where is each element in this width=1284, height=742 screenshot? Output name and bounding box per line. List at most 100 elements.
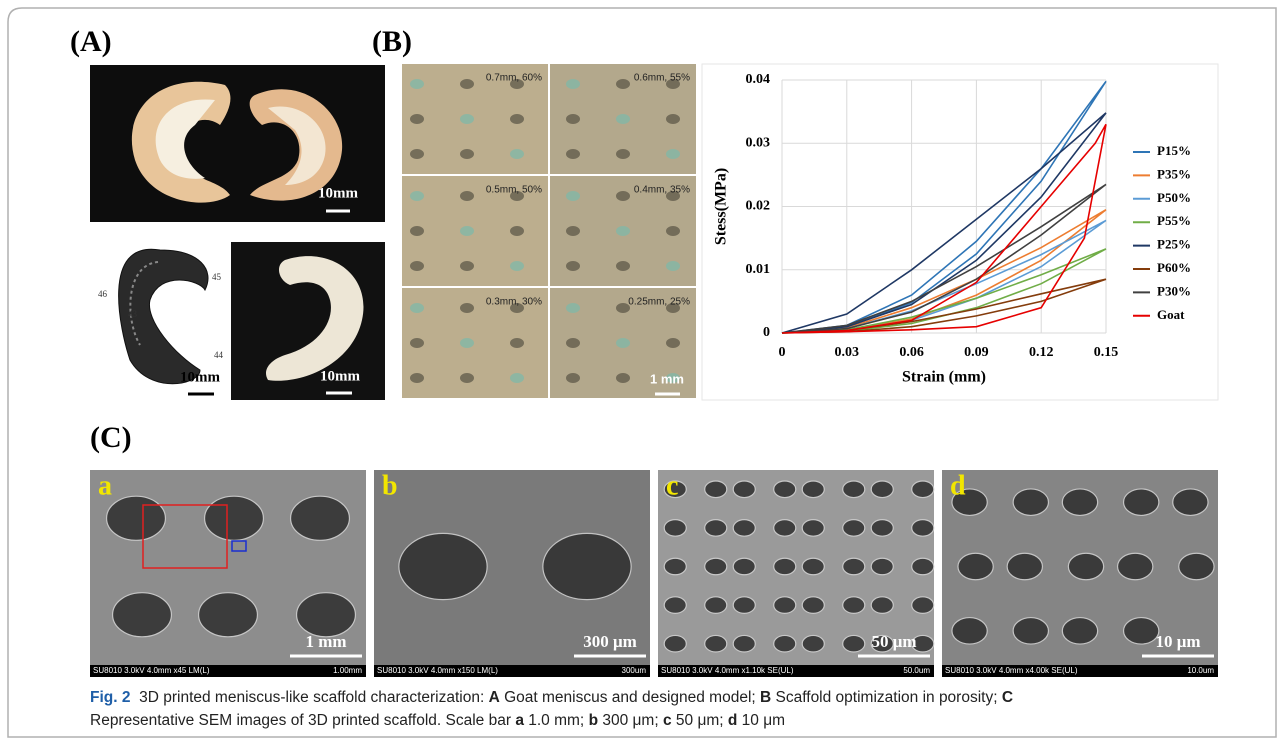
pore bbox=[705, 520, 727, 537]
pore bbox=[664, 558, 686, 575]
y-tick-label: 0 bbox=[763, 325, 770, 340]
sem-footer-text: SU8010 3.0kV 4.0mm x1.10k SE(UL) bbox=[661, 666, 794, 675]
caption-text: 10 μm bbox=[737, 712, 785, 729]
pore bbox=[871, 558, 893, 575]
tile-label: 0.3mm, 30% bbox=[486, 297, 542, 308]
pore bbox=[1062, 489, 1097, 515]
pore bbox=[1013, 618, 1048, 644]
y-tick-label: 0.04 bbox=[746, 72, 771, 87]
pore bbox=[616, 79, 630, 89]
pore bbox=[1062, 618, 1097, 644]
caption-text: c bbox=[663, 712, 672, 729]
pore bbox=[510, 338, 524, 348]
pore bbox=[543, 533, 631, 599]
sem-footer-text: SU8010 3.0kV 4.0mm x45 LM(L) bbox=[93, 666, 210, 675]
pore bbox=[460, 303, 474, 313]
pore bbox=[460, 261, 474, 271]
sem-footer-scale: 1.00mm bbox=[333, 666, 362, 675]
panel-label: (B) bbox=[372, 25, 412, 58]
pore bbox=[802, 520, 824, 537]
figure: (A)(B)(C)10mm4643454410mm10mm0.7mm, 60%0… bbox=[0, 0, 1284, 742]
pore bbox=[460, 373, 474, 383]
pore bbox=[410, 338, 424, 348]
pore bbox=[113, 593, 172, 637]
sem-letter: d bbox=[950, 470, 966, 501]
pore bbox=[566, 79, 580, 89]
pore bbox=[666, 338, 680, 348]
legend-label: P55% bbox=[1157, 213, 1191, 228]
pore bbox=[1179, 553, 1214, 579]
sem-footer-scale: 300um bbox=[622, 666, 647, 675]
pore bbox=[510, 373, 524, 383]
pore bbox=[802, 481, 824, 498]
x-tick-label: 0.03 bbox=[835, 345, 860, 360]
pore bbox=[616, 191, 630, 201]
y-axis-title: Stess(MPa) bbox=[713, 168, 730, 245]
caption-text: 1.0 mm; bbox=[524, 712, 589, 729]
legend-label: Goat bbox=[1157, 307, 1185, 322]
scale-label: 1 mm bbox=[305, 632, 346, 651]
tile-label: 0.25mm, 25% bbox=[628, 297, 690, 308]
pore bbox=[843, 558, 865, 575]
pore bbox=[199, 593, 258, 637]
legend-label: P25% bbox=[1157, 237, 1191, 252]
pore bbox=[566, 303, 580, 313]
pore bbox=[733, 635, 755, 652]
pore bbox=[460, 226, 474, 236]
pore bbox=[566, 261, 580, 271]
pore bbox=[705, 558, 727, 575]
caption: Fig. 2 3D printed meniscus-like scaffold… bbox=[90, 686, 1013, 732]
sem-letter: b bbox=[382, 470, 398, 501]
pore bbox=[802, 558, 824, 575]
x-tick-label: 0 bbox=[779, 345, 786, 360]
pore bbox=[616, 149, 630, 159]
pore bbox=[666, 261, 680, 271]
pore bbox=[666, 149, 680, 159]
pore bbox=[510, 149, 524, 159]
pore bbox=[1118, 553, 1153, 579]
pore bbox=[664, 635, 686, 652]
pore bbox=[705, 481, 727, 498]
pore bbox=[107, 496, 166, 540]
legend-label: P50% bbox=[1157, 190, 1191, 205]
pore bbox=[733, 597, 755, 614]
caption-text: b bbox=[589, 712, 598, 729]
pore bbox=[410, 114, 424, 124]
pore bbox=[566, 338, 580, 348]
pore bbox=[460, 149, 474, 159]
pore bbox=[566, 191, 580, 201]
pore bbox=[410, 226, 424, 236]
caption-text: Representative SEM images of 3D printed … bbox=[90, 712, 515, 729]
pore bbox=[912, 558, 934, 575]
caption-text: 50 μm; bbox=[672, 712, 728, 729]
pore bbox=[460, 114, 474, 124]
pore bbox=[1124, 618, 1159, 644]
figure-canvas: (A)(B)(C)10mm4643454410mm10mm0.7mm, 60%0… bbox=[0, 0, 1284, 742]
drawing-label: 46 bbox=[98, 289, 108, 299]
scale-label: 1 mm bbox=[650, 371, 684, 386]
pore bbox=[664, 597, 686, 614]
pore bbox=[205, 496, 264, 540]
pore bbox=[705, 597, 727, 614]
sem-letter: c bbox=[666, 470, 678, 501]
pore bbox=[843, 481, 865, 498]
pore bbox=[871, 520, 893, 537]
tile-label: 0.5mm, 50% bbox=[486, 185, 542, 196]
pore bbox=[843, 520, 865, 537]
pore bbox=[1173, 489, 1208, 515]
pore bbox=[510, 114, 524, 124]
pore bbox=[666, 226, 680, 236]
sem-letter: a bbox=[98, 470, 112, 501]
pore bbox=[843, 597, 865, 614]
pore bbox=[510, 261, 524, 271]
sem-footer-text: SU8010 3.0kV 4.0mm x150 LM(L) bbox=[377, 666, 498, 675]
pore bbox=[1068, 553, 1103, 579]
pore bbox=[774, 597, 796, 614]
pore bbox=[774, 558, 796, 575]
pore bbox=[410, 303, 424, 313]
caption-text: Goat meniscus and designed model; bbox=[500, 689, 760, 706]
pore bbox=[912, 520, 934, 537]
x-tick-label: 0.12 bbox=[1029, 345, 1054, 360]
x-tick-label: 0.09 bbox=[964, 345, 989, 360]
pore bbox=[952, 618, 987, 644]
